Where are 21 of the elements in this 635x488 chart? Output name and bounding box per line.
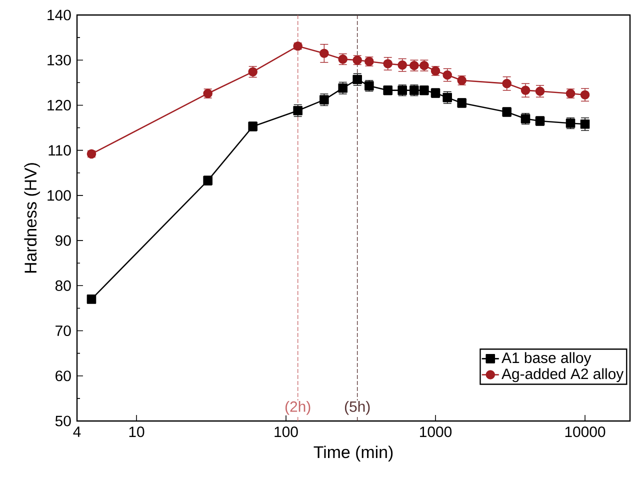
ref-line-label: (2h) (285, 400, 310, 415)
x-tick-label: 100 (274, 426, 298, 438)
x-tick-label: 10 (129, 426, 144, 438)
y-tick-label: 70 (56, 325, 71, 336)
y-tick-label: 50 (55, 416, 71, 426)
x-axis-title: Time (min) (314, 446, 393, 462)
legend-label: Ag-added A2 alloy (502, 368, 624, 382)
y-tick-label: 140 (48, 10, 71, 20)
x-tick-label: 4 (73, 426, 81, 437)
x-tick-label: 1000 (420, 426, 452, 438)
y-tick-label: 100 (48, 190, 71, 201)
y-tick-label: 60 (56, 370, 71, 382)
x-tick-label: 10000 (565, 426, 606, 438)
y-axis-title: Hardness (HV) (24, 163, 40, 273)
y-tick-label: 90 (56, 235, 71, 246)
y-tick-label: 80 (55, 280, 71, 291)
y-tick-label: 110 (48, 145, 71, 156)
legend-label: A1 base alloy (502, 352, 592, 366)
y-tick-label: 130 (48, 54, 71, 66)
y-tick-label: 120 (48, 100, 71, 110)
ref-line-label: (5h) (344, 400, 370, 415)
